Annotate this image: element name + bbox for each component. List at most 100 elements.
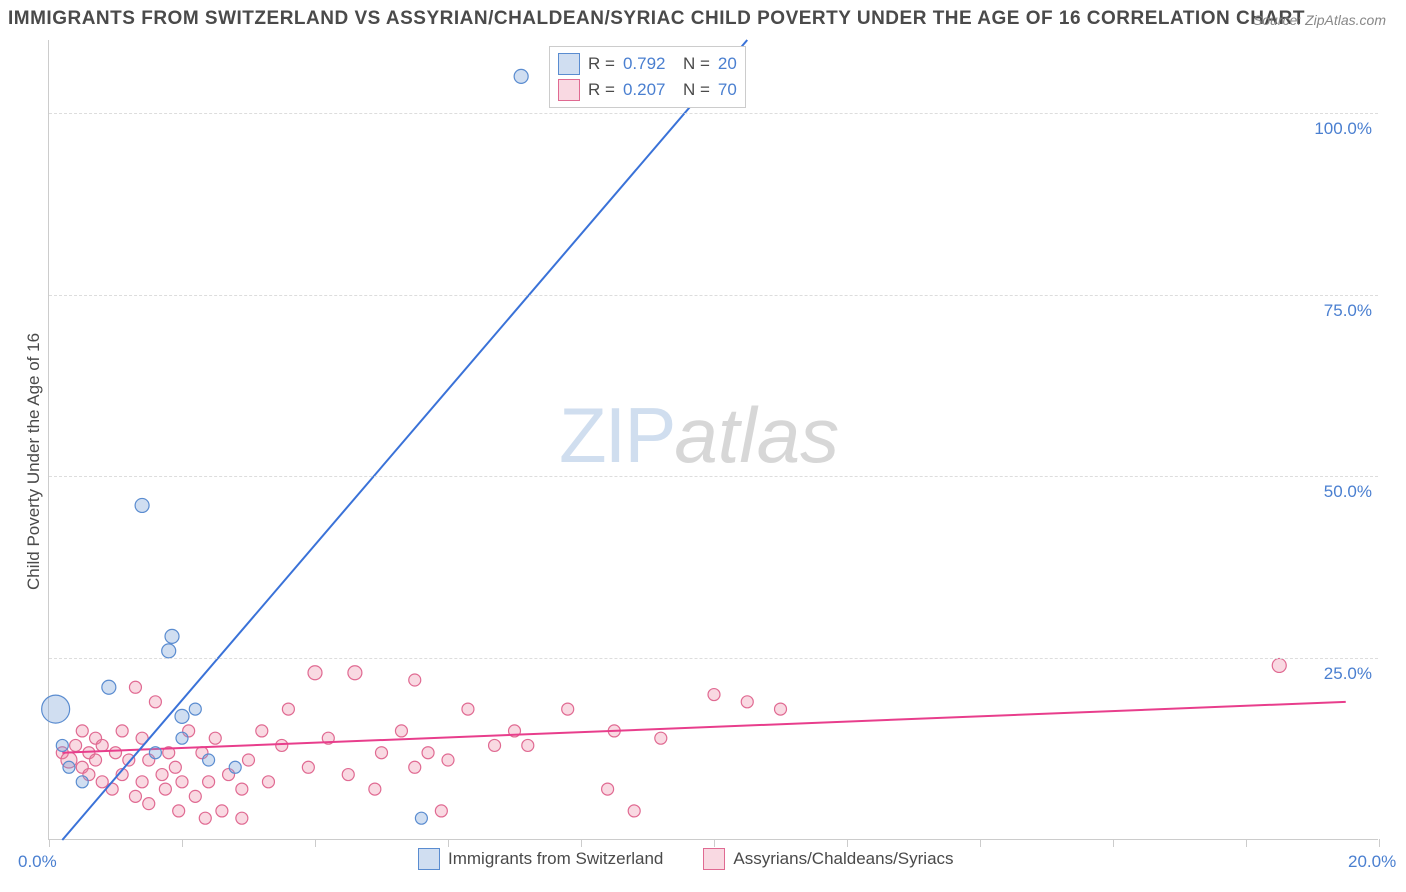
series-b-point [199, 812, 211, 824]
x-tick [980, 839, 981, 847]
series-b-point [96, 739, 108, 751]
gridline [49, 113, 1378, 114]
series-a-point [175, 709, 189, 723]
legend-item-a: Immigrants from Switzerland [418, 848, 663, 870]
x-tick [1379, 839, 1380, 847]
series-b-point [236, 783, 248, 795]
swatch-series-b [703, 848, 725, 870]
series-b-point [236, 812, 248, 824]
series-a-point [102, 680, 116, 694]
series-b-point [123, 754, 135, 766]
series-a-point [63, 761, 75, 773]
x-tick [847, 839, 848, 847]
x-tick [581, 839, 582, 847]
series-a-point [514, 69, 528, 83]
series-b-point [169, 761, 181, 773]
source-label: Source: [1253, 12, 1301, 28]
series-a-point [149, 747, 161, 759]
n-label: N = [683, 54, 710, 74]
series-b-point [775, 703, 787, 715]
series-b-point [176, 776, 188, 788]
y-tick-label: 100.0% [1314, 119, 1372, 139]
series-a-point [76, 776, 88, 788]
series-b-point [149, 696, 161, 708]
chart-svg [49, 40, 1379, 840]
swatch-series-a [558, 53, 580, 75]
correlation-row-a: R = 0.792 N = 20 [558, 51, 737, 77]
series-b-point [308, 666, 322, 680]
series-b-point [189, 790, 201, 802]
series-b-point [70, 739, 82, 751]
source-value: ZipAtlas.com [1305, 12, 1386, 28]
series-b-point [435, 805, 447, 817]
series-b-point [216, 805, 228, 817]
series-b-point [156, 769, 168, 781]
series-a-point [162, 644, 176, 658]
x-tick [1113, 839, 1114, 847]
series-b-point [489, 739, 501, 751]
series-b-point [522, 739, 534, 751]
y-tick-label: 25.0% [1324, 664, 1372, 684]
series-b-point [159, 783, 171, 795]
series-b-point [262, 776, 274, 788]
series-b-point [395, 725, 407, 737]
series-b-point [129, 681, 141, 693]
series-b-point [110, 747, 122, 759]
series-b-point [129, 790, 141, 802]
series-b-point [116, 725, 128, 737]
series-a-point [176, 732, 188, 744]
series-a-point [56, 739, 68, 751]
series-b-point [348, 666, 362, 680]
series-b-point [409, 761, 421, 773]
series-a-trendline [62, 40, 747, 840]
gridline [49, 295, 1378, 296]
series-b-point [462, 703, 474, 715]
series-b-point [628, 805, 640, 817]
series-b-point [376, 747, 388, 759]
series-a-point [229, 761, 241, 773]
series-b-point [708, 689, 720, 701]
series-b-point [342, 769, 354, 781]
swatch-series-a [418, 848, 440, 870]
gridline [49, 476, 1378, 477]
legend-item-b: Assyrians/Chaldeans/Syriacs [703, 848, 953, 870]
series-b-point [256, 725, 268, 737]
series-b-point [90, 754, 102, 766]
r-value-a: 0.792 [623, 54, 675, 74]
x-tick-label-end: 20.0% [1348, 852, 1396, 872]
series-legend: Immigrants from Switzerland Assyrians/Ch… [418, 848, 954, 870]
x-tick [714, 839, 715, 847]
series-b-point [243, 754, 255, 766]
series-b-point [173, 805, 185, 817]
series-b-point [442, 754, 454, 766]
y-tick-label: 50.0% [1324, 482, 1372, 502]
x-tick [315, 839, 316, 847]
series-b-point [422, 747, 434, 759]
series-b-point [302, 761, 314, 773]
series-b-point [136, 776, 148, 788]
n-value-b: 70 [718, 80, 737, 100]
correlation-legend: R = 0.792 N = 20 R = 0.207 N = 70 [549, 46, 746, 108]
gridline [49, 658, 1378, 659]
r-label: R = [588, 54, 615, 74]
series-b-point [1272, 658, 1286, 672]
series-b-point [106, 783, 118, 795]
series-a-point [203, 754, 215, 766]
series-a-point [189, 703, 201, 715]
series-b-point [282, 703, 294, 715]
series-b-point [143, 798, 155, 810]
series-a-point [135, 498, 149, 512]
series-b-point [276, 739, 288, 751]
series-b-point [369, 783, 381, 795]
series-a-point [165, 629, 179, 643]
series-b-point [209, 732, 221, 744]
series-a-point [415, 812, 427, 824]
series-b-name: Assyrians/Chaldeans/Syriacs [733, 849, 953, 869]
series-b-point [562, 703, 574, 715]
series-b-point [203, 776, 215, 788]
series-b-point [741, 696, 753, 708]
n-value-a: 20 [718, 54, 737, 74]
y-tick-label: 75.0% [1324, 301, 1372, 321]
plot-area: ZIPatlas R = 0.792 N = 20 R = 0.207 N = … [48, 40, 1378, 840]
series-b-point [655, 732, 667, 744]
